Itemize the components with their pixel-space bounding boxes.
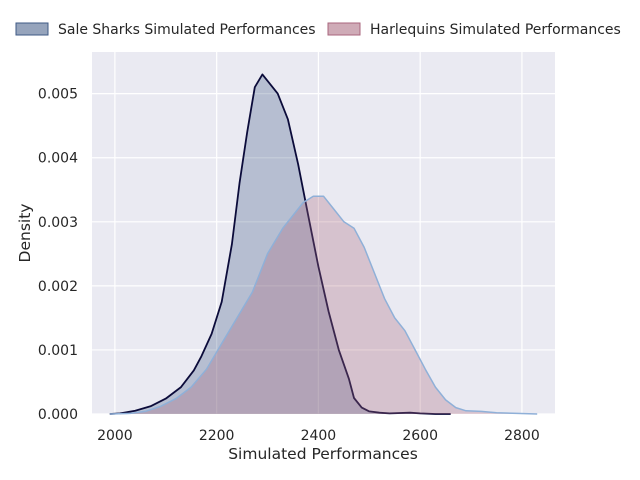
density-line-1 [109,195,538,415]
legend-swatch [327,22,361,36]
legend-swatch [15,22,49,36]
density-line-0 [109,73,451,415]
y-tick-label: 0.001 [38,343,78,359]
y-axis-label: Density [16,204,34,263]
x-tick-label: 2200 [199,428,235,444]
y-tick-label: 0.004 [38,151,78,167]
x-tick-label: 2800 [504,428,540,444]
x-tick-label: 2000 [97,428,133,444]
x-tick-label: 2600 [402,428,438,444]
grid-lines [92,52,555,415]
y-tick-label: 0.003 [38,215,78,231]
x-tick-labels: 2000 2200 2400 2600 2800 [97,428,540,444]
density-area-0 [109,74,451,415]
legend-label: Sale Sharks Simulated Performances [58,22,316,38]
x-axis-label: Simulated Performances [228,445,418,463]
legend-label: Harlequins Simulated Performances [370,22,621,38]
x-tick-label: 2400 [301,428,337,444]
legend-item-1: Harlequins Simulated Performances [327,22,621,38]
y-tick-labels: 0.000 0.001 0.002 0.003 0.004 0.005 [38,87,78,423]
plot-background [92,52,555,414]
y-tick-label: 0.000 [38,407,78,423]
density-areas [109,73,538,415]
legend-item-0: Sale Sharks Simulated Performances [15,22,316,38]
y-tick-label: 0.002 [38,279,78,295]
y-tick-label: 0.005 [38,87,78,103]
density-area-1 [109,196,538,414]
legend: Sale Sharks Simulated Performances Harleq… [15,22,621,38]
